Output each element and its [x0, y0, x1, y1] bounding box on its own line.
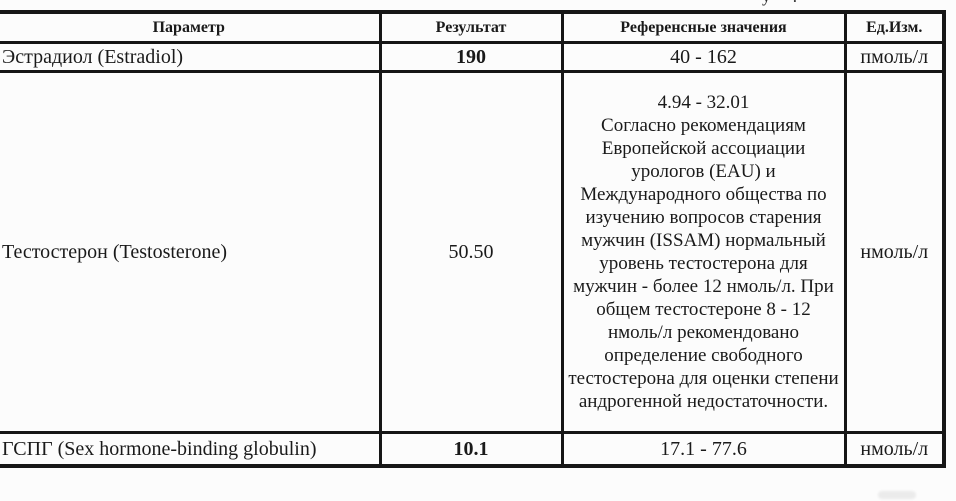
reference-range-with-note: 4.94 - 32.01 Согласно рекомендациям Евро… — [560, 70, 847, 434]
parameter-name: ГСПГ (Sex hormone-binding globulin) — [0, 431, 382, 468]
parameter-name: Тестостерон (Testosterone) — [0, 70, 382, 434]
clipped-text-fragment: у . — [762, 0, 832, 6]
column-header-parameter: Параметр — [0, 10, 382, 44]
reference-note: Согласно рекомендациям Европейской ассоц… — [568, 115, 839, 412]
column-header-unit: Ед.Изм. — [843, 10, 946, 44]
result-value: 190 — [378, 41, 564, 73]
lab-results-table: Параметр Результат Референсные значения … — [0, 10, 946, 468]
table-row-estradiol: Эстрадиол (Estradiol) 190 40 - 162 пмоль… — [0, 41, 946, 73]
scan-artifact — [878, 491, 916, 499]
table-header-row: Параметр Результат Референсные значения … — [0, 10, 946, 44]
table-row-shbg: ГСПГ (Sex hormone-binding globulin) 10.1… — [0, 431, 946, 468]
parameter-name: Эстрадиол (Estradiol) — [0, 41, 382, 73]
unit-value: нмоль/л — [843, 431, 946, 468]
result-value: 50.50 — [378, 70, 564, 434]
result-value: 10.1 — [378, 431, 564, 468]
column-header-reference: Референсные значения — [560, 10, 847, 44]
column-header-result: Результат — [378, 10, 564, 44]
table-row-testosterone: Тестостерон (Testosterone) 50.50 4.94 - … — [0, 70, 946, 434]
unit-value: пмоль/л — [843, 41, 946, 73]
clipped-text: у . — [762, 0, 832, 6]
reference-range: 40 - 162 — [560, 41, 847, 73]
unit-value: нмоль/л — [843, 70, 946, 434]
reference-range: 4.94 - 32.01 — [657, 92, 750, 113]
reference-range: 17.1 - 77.6 — [560, 431, 847, 468]
